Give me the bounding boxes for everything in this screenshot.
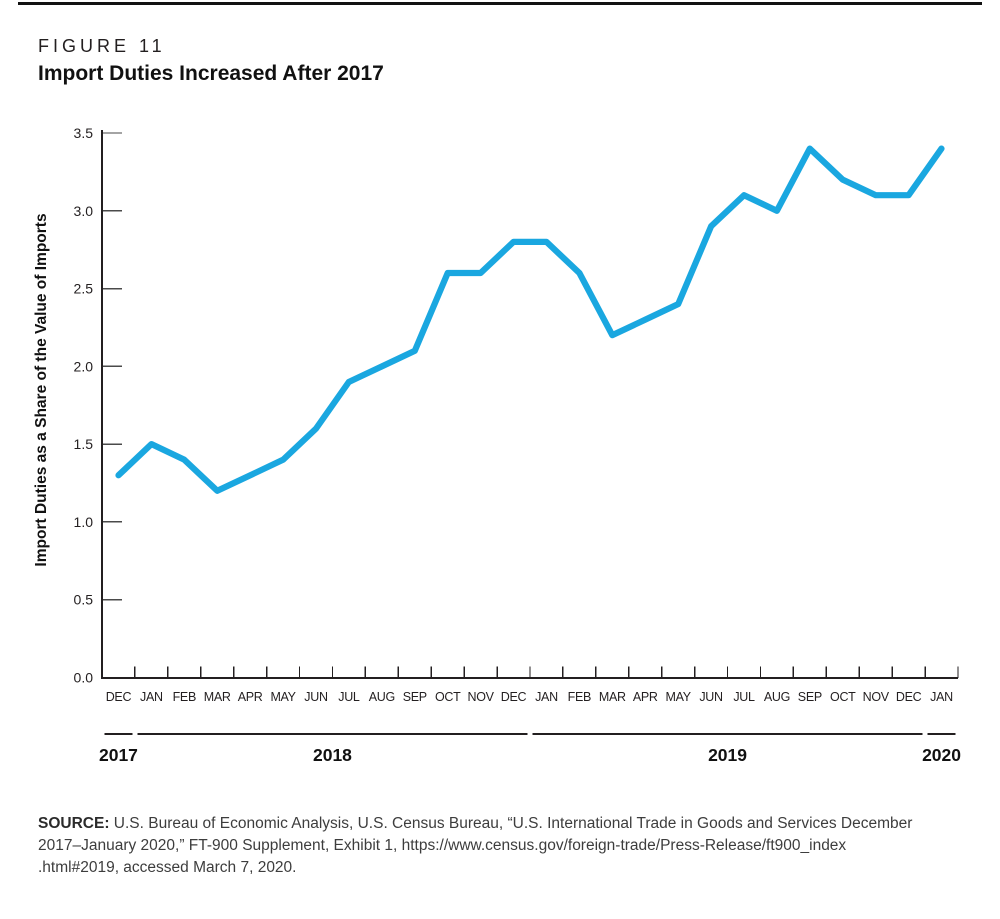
- month-label: DEC: [896, 690, 922, 704]
- month-label: NOV: [863, 690, 890, 704]
- y-tick-label: 0.0: [74, 670, 94, 686]
- month-label: MAY: [666, 690, 692, 704]
- month-label: SEP: [798, 690, 822, 704]
- figure-label: FIGURE 11: [38, 36, 166, 56]
- source-line: .html#2019, accessed March 7, 2020.: [38, 859, 297, 876]
- month-label: JUN: [304, 690, 328, 704]
- source-note: SOURCE: U.S. Bureau of Economic Analysis…: [38, 813, 950, 879]
- y-tick-label: 2.0: [74, 358, 94, 374]
- month-label: SEP: [403, 690, 427, 704]
- year-label: 2019: [708, 745, 747, 765]
- month-label: JUL: [733, 690, 755, 704]
- y-tick-label: 3.5: [74, 125, 94, 141]
- source-label: SOURCE:: [38, 815, 110, 832]
- source-text: U.S. Bureau of Economic Analysis, U.S. C…: [113, 815, 913, 832]
- y-tick-label: 1.5: [74, 436, 94, 452]
- top-rule: [18, 2, 982, 5]
- y-tick-label: 3.0: [74, 203, 94, 219]
- y-tick-label: 1.0: [74, 514, 94, 530]
- year-label: 2017: [99, 745, 138, 765]
- month-label: AUG: [369, 690, 395, 704]
- month-label: APR: [238, 690, 263, 704]
- month-label: FEB: [568, 690, 591, 704]
- month-label: MAR: [204, 690, 231, 704]
- month-label: FEB: [173, 690, 196, 704]
- month-label: OCT: [830, 690, 856, 704]
- month-label: DEC: [106, 690, 132, 704]
- y-axis-title: Import Duties as a Share of the Value of…: [33, 213, 50, 566]
- month-label: AUG: [764, 690, 790, 704]
- month-label: DEC: [501, 690, 527, 704]
- source-line: 2017–January 2020,” FT-900 Supplement, E…: [38, 837, 847, 854]
- year-label: 2018: [313, 745, 352, 765]
- month-label: MAY: [270, 690, 296, 704]
- month-label: JAN: [140, 690, 163, 704]
- source-line: SOURCE: U.S. Bureau of Economic Analysis…: [38, 813, 950, 835]
- month-label: JUL: [338, 690, 360, 704]
- month-label: JUN: [699, 690, 723, 704]
- y-tick-label: 0.5: [74, 592, 94, 608]
- data-line: [115, 145, 945, 494]
- month-label: OCT: [435, 690, 461, 704]
- chart-title: Import Duties Increased After 2017: [38, 62, 384, 85]
- year-label: 2020: [922, 745, 961, 765]
- month-label: APR: [633, 690, 658, 704]
- month-label: JAN: [535, 690, 558, 704]
- month-label: JAN: [930, 690, 953, 704]
- month-label: MAR: [599, 690, 626, 704]
- month-label: NOV: [468, 690, 495, 704]
- y-tick-label: 2.5: [74, 281, 94, 297]
